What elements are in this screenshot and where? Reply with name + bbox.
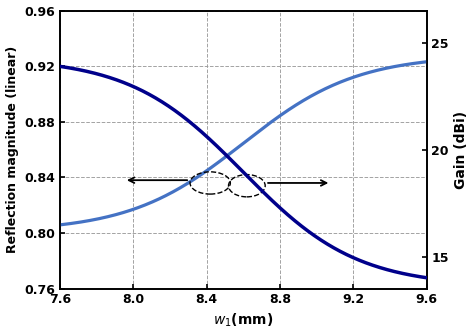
Y-axis label: Gain (dBi): Gain (dBi) [455, 111, 468, 189]
X-axis label: $w_1$(mm): $w_1$(mm) [213, 312, 273, 329]
Y-axis label: Reflection magnitude (linear): Reflection magnitude (linear) [6, 46, 18, 253]
